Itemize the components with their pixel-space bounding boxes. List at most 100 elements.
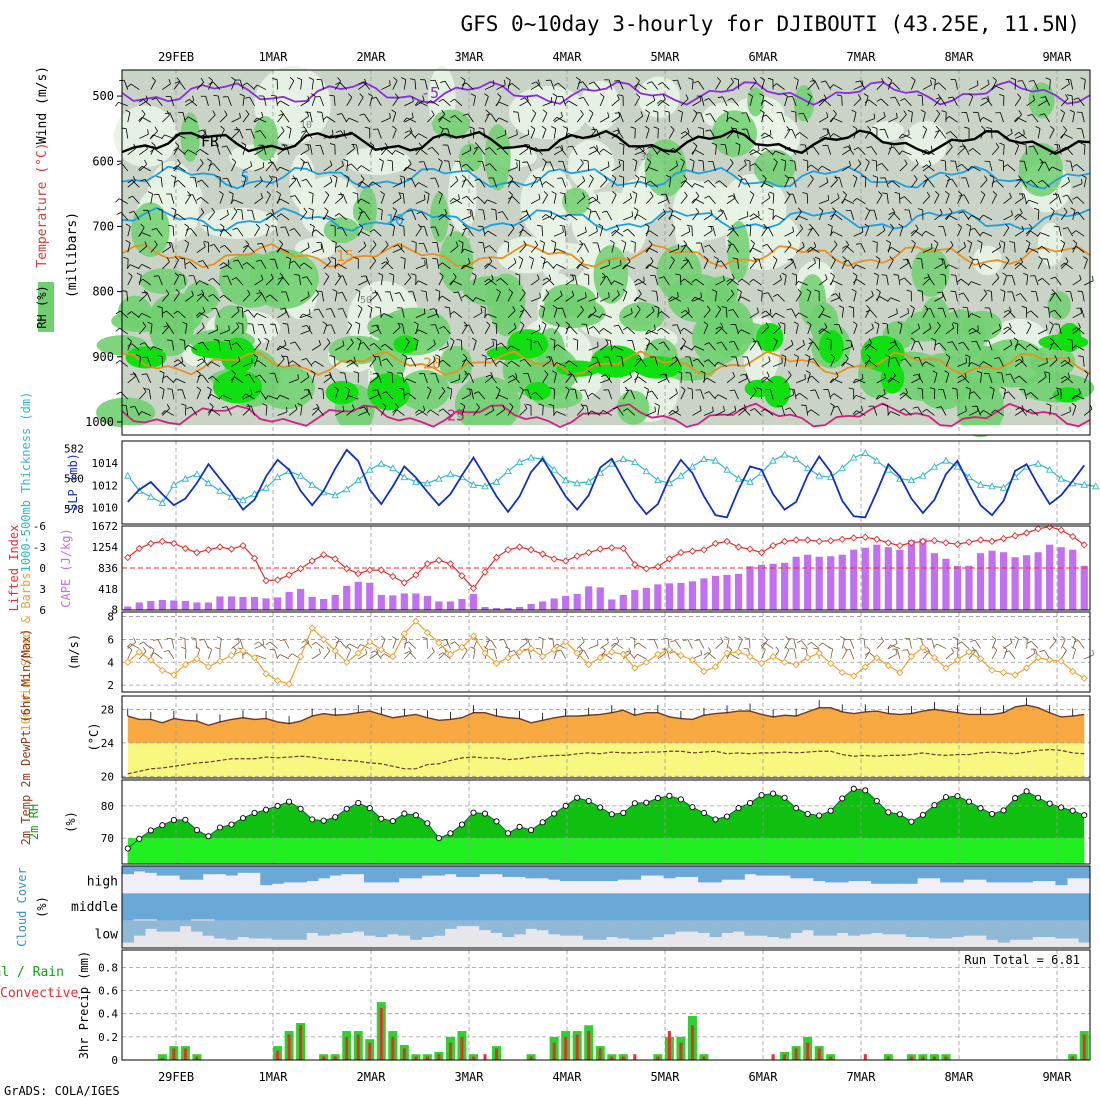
rh2m-marker	[251, 809, 258, 817]
wind-barb	[196, 133, 206, 139]
wind-barb	[989, 307, 993, 318]
rh-moist-region	[439, 231, 474, 293]
cape-bar	[504, 607, 512, 610]
wind-barb	[341, 113, 348, 123]
wind-barb-flag	[1083, 256, 1088, 260]
wind-barb	[1083, 79, 1086, 90]
wind-barb	[911, 228, 919, 237]
wind-barb-flag	[538, 324, 541, 330]
wind-barb-flag	[1002, 646, 1008, 650]
wind-barb	[899, 226, 904, 237]
wind-barb-flag	[325, 272, 330, 277]
wind-barb-flag	[760, 132, 766, 137]
thickness-marker	[469, 480, 478, 488]
wind-barb-flag	[721, 306, 727, 309]
wind-barb	[653, 639, 659, 649]
wind-barb-flag	[303, 126, 308, 131]
wind-barb-flag	[1026, 179, 1032, 184]
wind-barb	[960, 278, 970, 286]
wind-barb	[119, 360, 129, 367]
wind-barb-flag	[586, 207, 592, 211]
wind-barb	[279, 394, 290, 400]
wind-barb	[651, 390, 659, 400]
wind-barb	[487, 263, 497, 270]
wind-barb-flag	[326, 646, 331, 652]
cloud-low-bar	[963, 920, 976, 936]
wind-barb-flag	[887, 644, 891, 650]
cloud-high-bar	[375, 866, 388, 883]
wind-barb-flag	[793, 354, 799, 358]
wind-barb-flag	[645, 109, 650, 114]
wind-barb-flag	[563, 126, 568, 129]
wind-barb	[634, 150, 645, 156]
wind-barb	[442, 408, 451, 416]
rh2m-unit-label: (%)	[64, 811, 78, 833]
cloud-high-bar	[1009, 866, 1022, 883]
cloud-high-bar	[675, 866, 688, 877]
wind-barb-flag	[1080, 142, 1086, 146]
wind-barb	[593, 146, 601, 155]
cloud-low-bar	[859, 920, 872, 935]
wind-barb-flag	[495, 386, 501, 391]
wind-barb-flag	[331, 240, 337, 243]
rh2m-marker	[781, 794, 788, 801]
wind-barb-flag	[893, 274, 899, 276]
thickness-tick-label: 578	[64, 503, 84, 516]
wind-barb	[672, 214, 682, 221]
lifted-index-marker	[838, 535, 846, 543]
cloud-low-bar	[744, 920, 757, 936]
wind-barb-flag	[957, 223, 962, 228]
wind-barb	[945, 357, 951, 367]
wind-barb	[665, 194, 670, 204]
wind-barb-flag	[292, 175, 297, 181]
wind-barb	[512, 375, 520, 384]
wind-barb-flag	[241, 142, 247, 146]
wind-barb	[1025, 144, 1028, 155]
rh2m-tick-label: 70	[101, 832, 114, 845]
wind-barb	[910, 112, 913, 123]
wind-barb	[487, 230, 497, 237]
wind-barb	[527, 649, 532, 659]
wind-barb	[277, 193, 282, 204]
wind-barb	[726, 162, 734, 172]
wind-barb	[922, 112, 926, 123]
wind-barb	[1081, 128, 1085, 139]
wind-barb-flag	[587, 410, 592, 415]
wind-barb	[392, 248, 403, 253]
wind-barb-flag	[1026, 310, 1032, 314]
cape-bar	[896, 549, 904, 610]
wind-barb	[583, 243, 590, 253]
wind-barb-flag	[685, 257, 689, 262]
wind-barb	[1083, 408, 1093, 416]
wind-barb-flag	[1052, 636, 1057, 642]
wind-barb	[389, 291, 394, 302]
wind-barb	[708, 391, 716, 400]
wind-barb-flag	[559, 225, 565, 227]
wind-barb-flag	[876, 288, 881, 293]
wind-barb	[623, 197, 632, 204]
wind-barb	[1037, 100, 1047, 107]
wind-barb-flag	[212, 110, 216, 116]
wind-barb-flag	[315, 289, 319, 294]
thickness-marker	[700, 455, 708, 463]
wind-barb	[703, 309, 711, 318]
wind-barb-flag	[599, 328, 604, 332]
wind-barb-flag	[483, 313, 488, 319]
cloud-high-bar	[490, 866, 503, 875]
wind-barb	[288, 128, 292, 139]
wind-barb	[591, 392, 601, 400]
wind-barb-flag	[256, 259, 262, 262]
wind-barb	[335, 134, 345, 139]
rh-saturated-region	[367, 373, 411, 411]
wind-barb-flag	[788, 370, 792, 376]
wind-barb-flag	[337, 275, 344, 277]
wind-barb	[793, 389, 797, 400]
wind-barb-flag	[604, 175, 608, 181]
x-tick-label-top: 2MAR	[357, 50, 387, 64]
wind-barb-flag	[910, 76, 916, 81]
wind-barb-flag	[611, 230, 616, 234]
wind-barb	[246, 82, 255, 90]
rh-moist-region	[798, 274, 827, 328]
wind-barb	[694, 345, 705, 351]
lifted-index-marker	[193, 548, 201, 557]
